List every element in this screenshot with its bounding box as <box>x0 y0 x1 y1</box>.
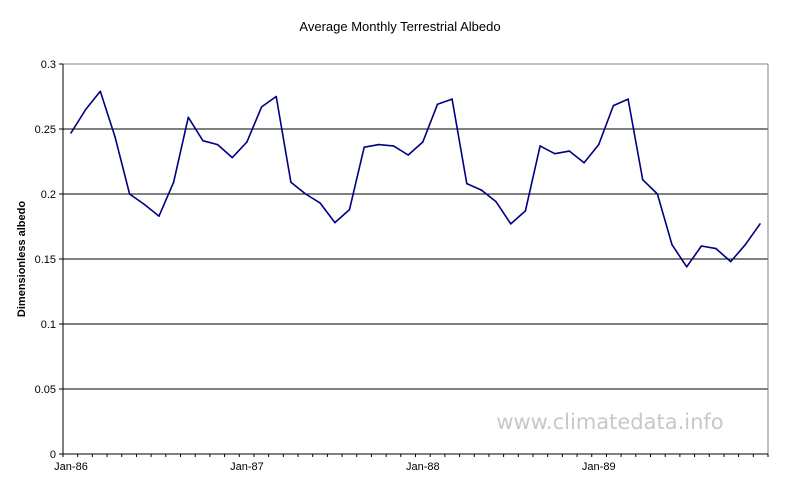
data-point <box>641 178 644 181</box>
data-point <box>319 202 322 204</box>
y-tick-label: 0.3 <box>41 59 56 71</box>
data-point <box>84 108 87 111</box>
x-tick-label: Jan-86 <box>54 461 88 473</box>
data-point <box>202 139 204 142</box>
data-point <box>612 104 615 107</box>
data-point <box>480 189 483 191</box>
y-tick-label: 0.05 <box>35 384 56 396</box>
data-point <box>260 106 263 108</box>
data-point <box>539 145 541 147</box>
data-point <box>70 132 72 134</box>
data-point <box>759 223 761 225</box>
x-tick-label: Jan-89 <box>582 461 616 473</box>
data-point <box>158 215 160 217</box>
y-tick-label: 0 <box>50 449 56 461</box>
data-point <box>524 210 527 212</box>
y-tick-label: 0.25 <box>35 124 56 136</box>
data-point <box>553 152 556 155</box>
data-point <box>143 203 146 206</box>
data-point <box>363 146 365 148</box>
data-point <box>436 103 439 106</box>
data-point <box>187 116 190 119</box>
data-point <box>172 181 175 184</box>
y-tick-label: 0.1 <box>41 319 56 331</box>
data-point <box>685 266 688 268</box>
data-point <box>583 162 585 164</box>
x-axis-ticks: Jan-86 Jan-87 Jan-88 Jan-89 <box>54 454 769 473</box>
data-point <box>422 141 424 143</box>
x-tick-label: Jan-87 <box>230 461 264 473</box>
watermark-text: www.climatedata.info <box>496 410 723 434</box>
data-point <box>348 208 351 211</box>
data-point <box>568 150 571 152</box>
data-point <box>275 95 278 98</box>
data-point <box>700 245 703 247</box>
data-point <box>466 182 468 185</box>
chart-title: Average Monthly Terrestrial Albedo <box>299 19 500 34</box>
data-point <box>451 98 453 100</box>
data-point <box>392 145 395 147</box>
y-tick-label: 0.2 <box>41 189 56 201</box>
data-point <box>656 193 659 195</box>
y-axis-ticks: 0 0.05 0.1 0.15 0.2 0.25 0.3 <box>35 59 63 461</box>
data-point <box>99 90 102 93</box>
data-point <box>627 98 629 100</box>
data-point <box>378 143 380 146</box>
data-point <box>246 141 248 143</box>
data-point <box>128 193 131 195</box>
data-point <box>495 201 497 203</box>
data-point <box>334 221 336 224</box>
y-tick-label: 0.15 <box>35 254 56 266</box>
gridlines <box>63 63 769 454</box>
data-point <box>597 143 600 146</box>
x-tick-label: Jan-88 <box>406 461 440 473</box>
data-point <box>729 260 732 263</box>
data-point <box>231 156 234 159</box>
data-point <box>744 243 747 246</box>
series-group <box>70 90 761 268</box>
data-point <box>509 223 512 225</box>
y-axis-label: Dimensionless albedo <box>16 201 28 317</box>
data-point <box>290 181 292 184</box>
albedo-series-line <box>70 90 761 268</box>
data-point <box>671 243 673 246</box>
data-point <box>715 247 717 250</box>
data-point <box>304 193 307 195</box>
data-point <box>407 154 409 156</box>
data-point <box>114 136 116 138</box>
data-point <box>216 143 219 146</box>
